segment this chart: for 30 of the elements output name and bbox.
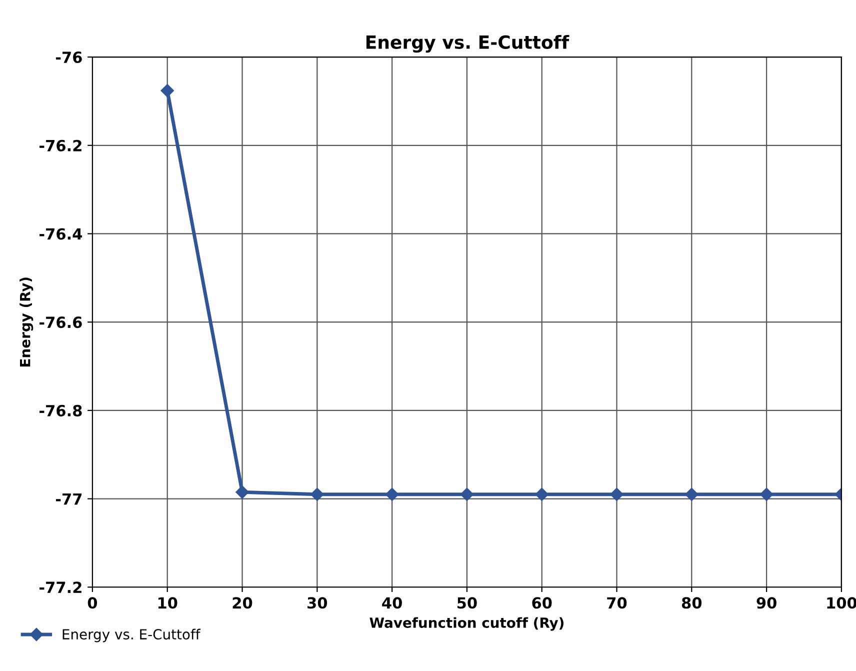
y-tick-label: -77 bbox=[56, 493, 82, 505]
point bbox=[310, 488, 324, 501]
point bbox=[460, 488, 474, 501]
legend-label: Energy vs. E-Cuttoff bbox=[62, 628, 200, 642]
x-tick-label: 80 bbox=[682, 597, 702, 609]
point bbox=[385, 488, 399, 501]
point bbox=[610, 488, 624, 501]
x-tick-label: 60 bbox=[532, 597, 552, 609]
point bbox=[236, 486, 249, 499]
y-tick-label: -77.2 bbox=[40, 582, 82, 593]
x-tick-label: 10 bbox=[158, 597, 178, 609]
y-tick-label: -76.8 bbox=[40, 404, 82, 416]
y-tick-label: -76.2 bbox=[40, 140, 82, 152]
y-tick-label: -76.4 bbox=[40, 228, 82, 240]
x-axis-title: Wavefunction cutoff (Ry) bbox=[370, 617, 564, 631]
x-tick-label: 50 bbox=[457, 597, 477, 609]
x-tick-label: 0 bbox=[88, 597, 98, 609]
point bbox=[160, 84, 174, 98]
chart-title: Energy vs. E-Cuttoff bbox=[366, 34, 570, 53]
point bbox=[685, 488, 698, 501]
x-tick-label: 20 bbox=[232, 597, 252, 609]
point bbox=[760, 488, 774, 501]
y-tick-label: -76 bbox=[56, 52, 82, 64]
x-tick-label: 70 bbox=[607, 597, 627, 609]
x-tick-label: 90 bbox=[756, 597, 776, 609]
x-tick-label: 40 bbox=[382, 597, 402, 609]
y-axis-title: Energy (Ry) bbox=[20, 278, 34, 366]
x-tick-label: 30 bbox=[308, 597, 328, 609]
y-tick-label: -76.6 bbox=[40, 316, 82, 328]
point bbox=[535, 488, 548, 501]
